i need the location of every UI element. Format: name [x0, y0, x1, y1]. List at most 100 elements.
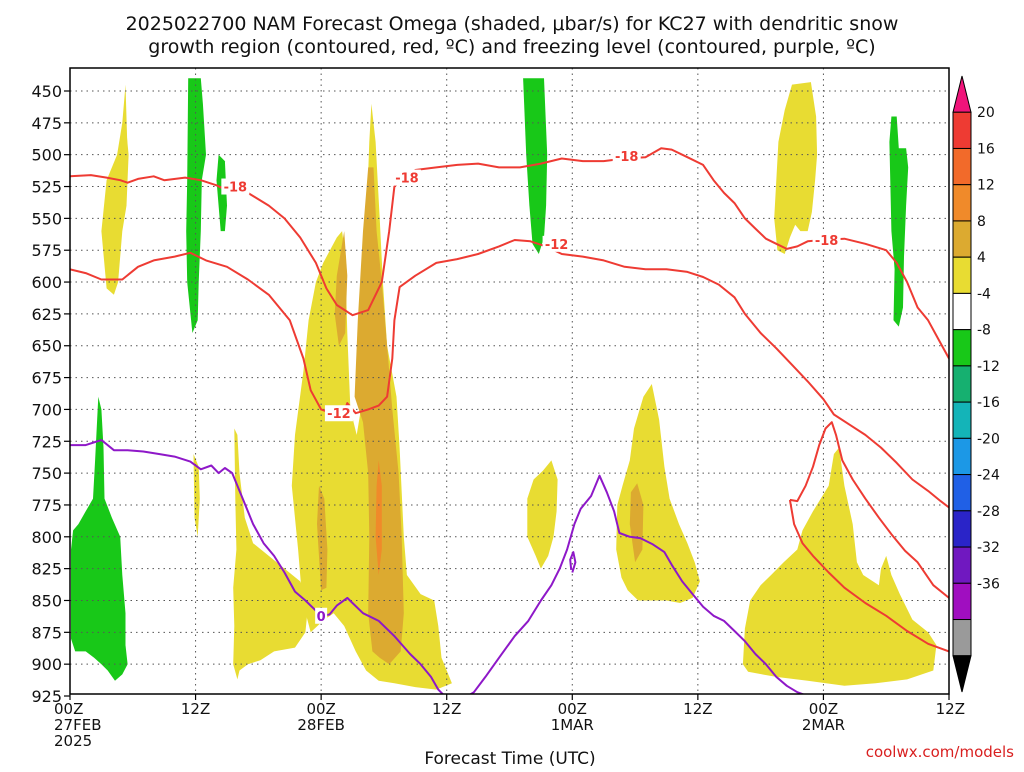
colorbar-swatch [952, 437, 972, 476]
x-tick-label: 12Z [936, 700, 965, 718]
colorbar-swatch [952, 582, 972, 621]
colorbar-max-triangle [952, 75, 972, 113]
plot-frame [69, 67, 950, 695]
contour-label-background [392, 169, 421, 186]
contours [70, 147, 949, 694]
x-tick-label: 12Z [181, 700, 210, 718]
colorbar-swatch [952, 329, 972, 367]
colorbar-swatch [952, 365, 972, 403]
omega-shade-region [523, 78, 548, 254]
y-tick-label: 725 [31, 432, 62, 451]
omega-shade-region [317, 485, 328, 591]
snow-growth-contour [789, 421, 949, 599]
y-tick-label: 825 [31, 560, 62, 579]
x-tick-label: 00Z [306, 700, 335, 718]
chart-title: 2025022700 NAM Forecast Omega (shaded, μ… [126, 13, 899, 58]
colorbar-label: -8 [977, 323, 991, 339]
colorbar-swatch [952, 546, 972, 584]
contour-label: -18 [395, 172, 419, 187]
x-tick-label: 00Z [809, 700, 838, 718]
y-tick-label: 800 [31, 528, 62, 547]
contour-label-background [221, 178, 250, 195]
snow-growth-contour [788, 499, 949, 653]
y-tick-label: 775 [31, 496, 62, 515]
y-tick-label: 850 [31, 591, 62, 610]
omega-shade-region [375, 460, 382, 575]
contour-label-background [542, 235, 571, 252]
omega-shade-region [774, 82, 818, 254]
colorbar-label: -28 [977, 504, 1000, 520]
freezing-level-contour [569, 551, 577, 573]
colorbar-label: -12 [977, 359, 1000, 375]
colorbar-swatch [952, 111, 972, 149]
omega-shade-region [71, 396, 128, 681]
omega-shade-region [193, 454, 200, 537]
colorbar-label: 8 [977, 214, 986, 230]
colorbar: 20 16 12 8 4 -4 -8 -12 -16 -20 -24 -28 -32 -36 [952, 75, 1000, 693]
freezing-level-contour [70, 439, 806, 694]
x-tick-label: 12Z [432, 700, 461, 718]
colorbar-swatch [952, 474, 972, 512]
colorbar-swatch [952, 292, 972, 331]
omega-shade-region [889, 116, 909, 327]
x-axis-title: Forecast Time (UTC) [424, 749, 595, 768]
contour-label: -12 [545, 238, 569, 253]
colorbar-label: -4 [977, 286, 991, 302]
y-tick-label: 600 [31, 273, 62, 292]
y-tick-label: 550 [31, 209, 62, 228]
colorbar-swatch [952, 401, 972, 439]
contour-label-background [324, 405, 353, 422]
colorbar-swatch [952, 510, 972, 548]
x-tick-label: 27FEB [54, 716, 101, 734]
omega-shade-region [334, 231, 348, 346]
contour-labels: -18 -18 -18 -18 -12 -12 0 [221, 147, 841, 625]
grid-lines [70, 68, 949, 694]
colorbar-label: 4 [977, 250, 986, 266]
contour-label: -18 [224, 181, 248, 196]
omega-shade-region [616, 384, 700, 603]
y-tick-label: 675 [31, 369, 62, 388]
y-tick-label: 650 [31, 337, 62, 356]
omega-shade-region [527, 460, 558, 569]
colorbar-label: 12 [977, 178, 995, 194]
snow-growth-contour [70, 239, 949, 509]
colorbar-swatch [952, 184, 972, 222]
contour-label-background [315, 607, 328, 624]
contour-label-background [612, 147, 641, 164]
contour-label-background [812, 232, 841, 249]
x-tick-label: 1MAR [551, 716, 594, 734]
colorbar-min-triangle [952, 655, 972, 693]
y-tick-label: 925 [31, 687, 62, 706]
contour-label: -12 [327, 407, 351, 422]
omega-shade-region [742, 447, 937, 686]
y-axis: 450 475 500 525 550 575 600 625 650 675 700 725 750 7… [31, 82, 70, 706]
snow-growth-contour [70, 147, 949, 359]
colorbar-swatch [952, 619, 972, 657]
y-tick-label: 900 [31, 655, 62, 674]
omega-shade-region [101, 84, 128, 295]
contour-label: -18 [815, 234, 839, 249]
x-tick-label: 12Z [683, 700, 712, 718]
colorbar-label: -16 [977, 395, 1000, 411]
y-tick-label: 750 [31, 464, 62, 483]
colorbar-label: -24 [977, 468, 1000, 484]
credit-text: coolwx.com/models [866, 743, 1014, 761]
y-tick-label: 500 [31, 146, 62, 165]
y-tick-label: 700 [31, 400, 62, 419]
x-tick-label: 2MAR [802, 716, 845, 734]
chart-title-line-2: growth region (contoured, red, ºC) and f… [148, 36, 875, 58]
contour-label: 0 [317, 610, 326, 625]
colorbar-label: -36 [977, 576, 1000, 592]
colorbar-label: 20 [977, 105, 995, 121]
colorbar-label: -32 [977, 540, 1000, 556]
contour-label: -18 [615, 150, 639, 165]
y-tick-label: 475 [31, 114, 62, 133]
omega-shade-region [233, 428, 309, 680]
omega-shade-region [186, 78, 206, 333]
x-tick-label: 00Z [558, 700, 587, 718]
colorbar-swatch [952, 220, 972, 258]
omega-shade-region [629, 483, 644, 563]
colorbar-swatch [952, 256, 972, 294]
